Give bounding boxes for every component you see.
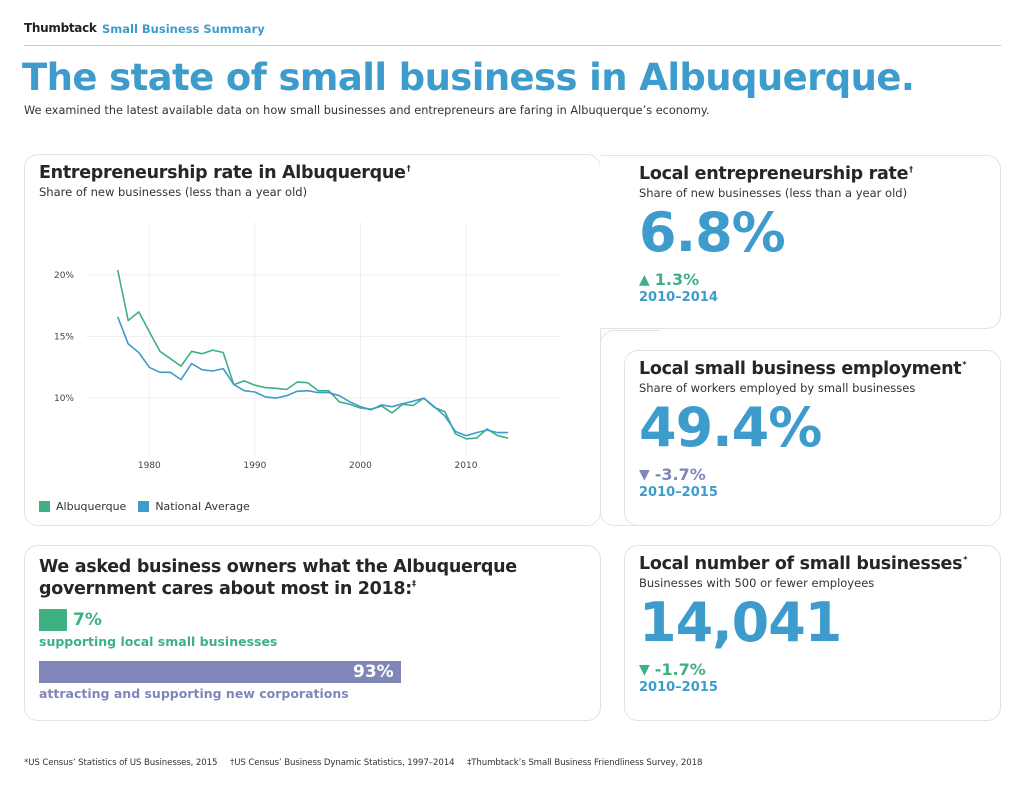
y-tick-label: 15% — [54, 333, 74, 343]
stat-range: 2010–2015 — [639, 680, 718, 695]
stat-title: Local small business employment* — [639, 359, 986, 379]
survey-bar-local — [39, 608, 67, 631]
stat-range: 2010–2014 — [639, 290, 718, 305]
footnote-mark: ‡ — [412, 579, 416, 589]
legend-label: Albuquerque — [56, 500, 127, 513]
y-tick-label: 10% — [54, 394, 74, 404]
x-tick-label: 1980 — [138, 461, 161, 471]
x-tick-label: 1990 — [243, 461, 266, 471]
stat-card-entrepreneurship: Local entrepreneurship rate† Share of ne… — [600, 155, 1001, 329]
survey-bar-label: supporting local small businesses — [39, 633, 278, 649]
triangle-down-icon: ▼ — [639, 661, 650, 678]
footnote: †US Census’ Business Dynamic Statistics,… — [230, 758, 455, 768]
stat-title: Local number of small businesses* — [639, 554, 986, 574]
section-label: Small Business Summary — [102, 22, 265, 36]
chart-legend: Albuquerque National Average — [39, 500, 262, 513]
stat-title-text: Local entrepreneurship rate — [639, 164, 909, 184]
footnote-mark: † — [406, 164, 411, 173]
stat-delta: ▼ -1.7% — [639, 660, 986, 679]
x-tick-label: 2000 — [349, 461, 372, 471]
stat-value: 14,041 — [639, 591, 842, 654]
triangle-down-icon: ▼ — [639, 466, 650, 483]
stat-delta-value: 1.3% — [654, 270, 700, 289]
stat-delta: ▼ -3.7% — [639, 465, 986, 484]
top-bar: Thumbtack Small Business Summary — [24, 20, 1001, 46]
stat-subtitle: Businesses with 500 or fewer employees — [639, 576, 875, 590]
survey-title-line2: government cares about most in 2018: — [39, 579, 412, 600]
survey-title: We asked business owners what the Albuqu… — [39, 556, 586, 601]
footnotes: *US Census’ Statistics of US Businesses,… — [24, 758, 712, 768]
stat-card-business-count: Local number of small businesses* Busine… — [624, 545, 1001, 721]
survey-bar-value: 93% — [353, 661, 394, 682]
survey-bar-row-local: 7% — [39, 608, 586, 631]
legend-item-albuquerque: Albuquerque — [39, 500, 126, 513]
stat-delta: ▲ 1.3% — [639, 270, 986, 289]
survey-card: We asked business owners what the Albuqu… — [24, 545, 601, 721]
line-chart: 10% 15% 20% 1980 1990 2000 2010 — [54, 222, 561, 471]
stat-card-employment: Local small business employment* Share o… — [624, 350, 1001, 526]
stat-value: 49.4% — [639, 396, 822, 459]
stat-delta-value: -3.7% — [654, 465, 706, 484]
page-title: The state of small business in Albuquerq… — [22, 56, 915, 99]
footnote-mark: * — [963, 555, 968, 564]
triangle-up-icon: ▲ — [639, 271, 650, 288]
survey-bar-row-corporations: 93% — [39, 660, 586, 683]
y-tick-label: 20% — [54, 271, 74, 281]
chart-title: Entrepreneurship rate in Albuquerque† — [39, 163, 586, 183]
series-line-national-average — [116, 316, 509, 437]
footnote-mark: * — [962, 360, 967, 369]
entrepreneurship-chart-card: 10% 15% 20% 1980 1990 2000 2010 Entrepreneursh… — [24, 154, 601, 526]
footnote: *US Census’ Statistics of US Businesses,… — [24, 758, 218, 768]
stat-delta-value: -1.7% — [654, 660, 706, 679]
legend-item-national: National Average — [138, 500, 250, 513]
legend-swatch-national — [138, 501, 150, 512]
brand-logo: Thumbtack — [24, 21, 97, 35]
survey-bar-corporations — [39, 660, 401, 683]
legend-label: National Average — [155, 500, 250, 513]
x-tick-label: 2010 — [455, 461, 478, 471]
stat-value: 6.8% — [639, 201, 786, 264]
stat-title: Local entrepreneurship rate† — [639, 164, 986, 184]
series-line-albuquerque — [116, 269, 509, 440]
legend-swatch-albuquerque — [39, 501, 50, 512]
stat-title-text: Local number of small businesses — [639, 554, 963, 574]
survey-title-line1: We asked business owners what the Albuqu… — [39, 557, 517, 577]
survey-bar-label: attracting and supporting new corporatio… — [39, 685, 349, 701]
footnote-mark: † — [909, 165, 913, 174]
stat-title-text: Local small business employment — [639, 359, 962, 379]
chart-title-text: Entrepreneurship rate in Albuquerque — [39, 163, 406, 183]
stat-range: 2010–2015 — [639, 485, 718, 500]
page-subtitle: We examined the latest available data on… — [24, 104, 710, 117]
stat-subtitle: Share of workers employed by small busin… — [639, 381, 916, 395]
survey-bar-value: 7% — [73, 609, 102, 630]
stat-subtitle: Share of new businesses (less than a yea… — [639, 186, 908, 200]
chart-subtitle: Share of new businesses (less than a yea… — [39, 185, 308, 199]
footnote: ‡Thumbtack’s Small Business Friendliness… — [467, 758, 703, 768]
